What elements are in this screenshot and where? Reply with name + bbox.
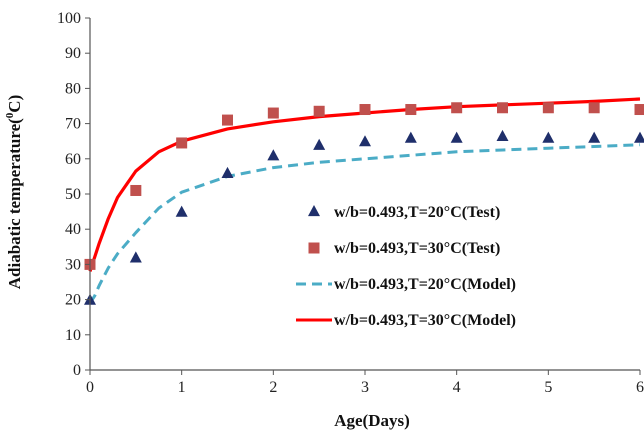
y-axis-title-end: C) — [5, 95, 24, 113]
triangle-point — [542, 131, 555, 143]
triangle-point — [588, 131, 601, 143]
triangle-point — [450, 131, 463, 143]
legend-square-marker — [308, 242, 320, 254]
square-point — [222, 114, 233, 126]
y-tick-label: 40 — [65, 221, 81, 238]
square-point — [634, 104, 644, 116]
square-point — [588, 102, 600, 114]
triangle-point — [129, 251, 142, 263]
square-point — [176, 137, 188, 149]
legend-label: w/b=0.493,T=20°C(Test) — [334, 204, 500, 221]
y-tick-label: 100 — [57, 10, 81, 27]
square-point — [451, 102, 463, 114]
y-axis-ticks: 0 10 20 30 40 50 60 70 80 90 100 — [57, 10, 90, 379]
legend: w/b=0.493,T=20°C(Test) w/b=0.493,T=30°C(T… — [296, 204, 516, 329]
y-tick-label: 80 — [65, 80, 81, 97]
legend-label: w/b=0.493,T=20°C(Model) — [334, 276, 516, 293]
legend-label: w/b=0.493,T=30°C(Test) — [334, 240, 500, 257]
y-tick-label: 90 — [65, 45, 81, 62]
series-line-3 — [88, 97, 641, 272]
x-tick-label: 2 — [269, 379, 277, 396]
x-tick-label: 4 — [453, 379, 461, 396]
triangle-point — [359, 135, 371, 147]
y-axis-title: Adiabatic temperature(0C) — [4, 95, 24, 290]
x-axis-ticks: 0 1 2 3 4 5 6 — [86, 370, 644, 396]
triangle-point — [175, 205, 188, 217]
triangle-point — [404, 131, 417, 143]
plot-area — [84, 97, 644, 305]
x-tick-label: 0 — [86, 379, 94, 396]
y-axis-title-main: Adiabatic temperature( — [5, 118, 24, 289]
series-line-2 — [88, 143, 641, 304]
square-point — [542, 102, 554, 114]
x-tick-label: 1 — [178, 379, 186, 396]
y-tick-label: 70 — [65, 116, 81, 133]
square-point — [497, 102, 508, 114]
x-axis-title: Age(Days) — [334, 411, 410, 430]
y-tick-label: 0 — [73, 362, 81, 379]
x-tick-label: 6 — [636, 379, 644, 396]
x-tick-label: 3 — [361, 379, 369, 396]
y-axis-title-superscript: 0 — [4, 112, 16, 118]
square-point — [313, 105, 325, 117]
triangle-point — [634, 131, 644, 143]
legend-label: w/b=0.493,T=30°C(Model) — [334, 312, 516, 329]
triangle-point — [267, 149, 280, 161]
triangle-point — [313, 138, 326, 150]
x-tick-label: 5 — [544, 379, 552, 396]
y-tick-label: 60 — [65, 151, 81, 168]
y-tick-label: 30 — [65, 256, 81, 273]
square-point — [130, 184, 142, 196]
triangle-point — [221, 166, 234, 178]
y-tick-label: 20 — [65, 292, 81, 309]
square-point — [267, 107, 279, 119]
legend-triangle-marker — [308, 205, 320, 217]
triangle-point — [496, 129, 509, 142]
y-tick-label: 10 — [65, 327, 81, 344]
square-point — [405, 104, 417, 116]
square-point — [359, 104, 371, 116]
y-tick-label: 50 — [65, 186, 81, 203]
